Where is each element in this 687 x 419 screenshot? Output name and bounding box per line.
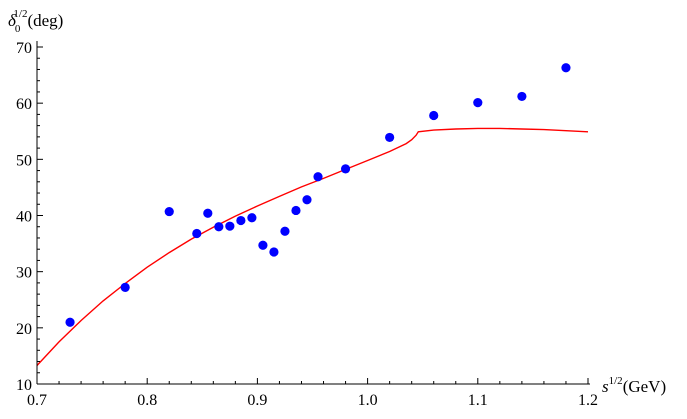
data-point bbox=[313, 172, 323, 182]
y-tick-label: 40 bbox=[16, 209, 32, 226]
x-axis-title: s1/2(GeV) bbox=[602, 375, 666, 396]
data-point bbox=[236, 215, 246, 226]
y-tick-label: 70 bbox=[16, 40, 32, 57]
data-point bbox=[517, 91, 527, 102]
y-axis-title: δ01/2(deg) bbox=[8, 8, 63, 35]
model-curve bbox=[36, 127, 589, 366]
data-point bbox=[302, 195, 312, 205]
data-point bbox=[203, 208, 213, 218]
data-point bbox=[225, 221, 235, 231]
data-point bbox=[120, 282, 130, 292]
y-tick-label: 30 bbox=[16, 265, 32, 282]
data-point bbox=[385, 132, 395, 143]
data-point bbox=[65, 317, 75, 327]
data-point bbox=[269, 247, 279, 257]
data-point bbox=[164, 206, 174, 217]
data-point bbox=[214, 222, 224, 232]
x-tick-label: 0.9 bbox=[247, 392, 267, 409]
x-tick-label: 1.0 bbox=[358, 392, 378, 409]
plot-layer bbox=[36, 63, 589, 366]
data-point bbox=[561, 63, 571, 73]
y-tick-label: 10 bbox=[16, 377, 32, 394]
data-point bbox=[247, 213, 257, 223]
y-tick-label: 60 bbox=[16, 96, 32, 113]
x-tick-label: 1.1 bbox=[468, 392, 488, 409]
data-point bbox=[258, 240, 268, 250]
x-tick-label: 0.7 bbox=[27, 392, 47, 409]
y-tick-label: 50 bbox=[16, 152, 32, 169]
data-point bbox=[291, 205, 301, 216]
data-point bbox=[473, 98, 483, 108]
data-point bbox=[429, 110, 439, 121]
y-tick-label: 20 bbox=[16, 321, 32, 338]
data-point bbox=[280, 226, 290, 236]
tick-layer: 0.7 0.8 0.9 1.0 1.1 1.2 10 20 30 40 50 60 70 bbox=[16, 40, 598, 409]
x-tick-label: 0.8 bbox=[137, 392, 157, 409]
data-point bbox=[340, 164, 351, 174]
data-point bbox=[192, 228, 202, 239]
x-tick-label: 1.2 bbox=[578, 392, 598, 409]
